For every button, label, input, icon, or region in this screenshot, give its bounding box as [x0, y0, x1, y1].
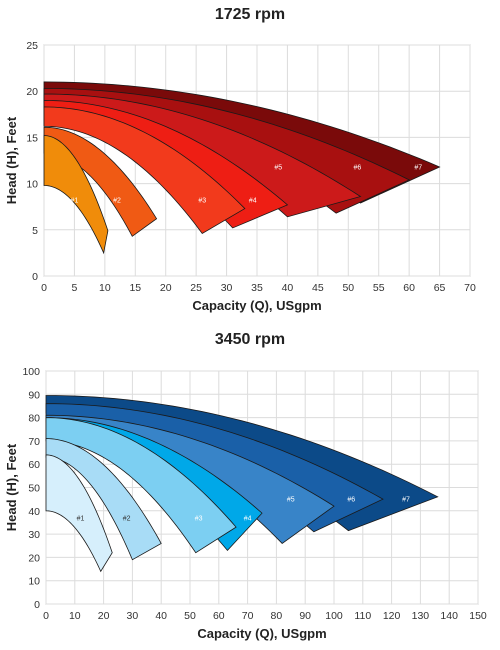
x-tick-label: 5: [72, 282, 78, 294]
y-tick-label: 15: [26, 132, 38, 144]
x-tick-label: 140: [440, 610, 458, 622]
impeller-region-3: [45, 417, 237, 554]
x-tick-label: 30: [127, 610, 139, 622]
y-tick-label: 30: [28, 529, 40, 541]
region-label: #2: [113, 198, 121, 205]
x-tick-label: 110: [354, 610, 371, 622]
region-label: #3: [198, 198, 206, 205]
x-tick-label: 100: [325, 610, 343, 622]
y-tick-label: 0: [34, 599, 40, 611]
chart-1725-rpm-svg: 0 5 10 15 20 25 30 35 40 45 50 55 60 65 70 0 5 10 15 20 25 #7…: [4, 40, 476, 313]
impeller-region-3: [43, 106, 246, 235]
x-tick-label: 30: [221, 282, 233, 294]
y-tick-label: 10: [28, 576, 40, 588]
region-label: #1: [71, 198, 79, 205]
y-tick-label: 25: [26, 40, 38, 52]
y-tick-label: 10: [26, 179, 38, 191]
y-tick-label: 40: [28, 506, 40, 518]
x-tick-label: 10: [99, 282, 111, 294]
x-tick-label: 130: [412, 610, 430, 622]
x-tick-label: 150: [469, 610, 487, 622]
x-tick-label: 50: [342, 282, 354, 294]
region-label: #6: [354, 164, 362, 171]
x-tick-label: 20: [98, 610, 110, 622]
y-tick-label: 90: [28, 389, 40, 401]
chart-title: 1725 rpm: [214, 6, 286, 23]
chart-3450-rpm-svg: 0 10 20 30 40 50 60 70 80 90 100 110 120 130 140 150 0 10…: [4, 366, 487, 641]
x-tick-label: 60: [213, 610, 225, 622]
y-tick-label: 50: [28, 483, 40, 495]
x-tick-label: 0: [43, 610, 49, 622]
x-tick-label: 65: [434, 282, 446, 294]
y-tick-label: 20: [26, 86, 38, 98]
region-label: #5: [287, 497, 295, 504]
x-tick-label: 120: [383, 610, 401, 622]
x-axis-title: Capacity (Q), USgpm: [192, 298, 321, 313]
x-tick-label: 80: [271, 610, 283, 622]
x-tick-label: 10: [69, 610, 81, 622]
y-tick-label: 70: [28, 436, 40, 448]
region-label: #5: [274, 164, 282, 171]
x-tick-label: 15: [129, 282, 141, 294]
impeller-region-2: [45, 438, 162, 561]
x-tick-label: 20: [160, 282, 172, 294]
region-label: #4: [249, 198, 257, 205]
x-axis-title: Capacity (Q), USgpm: [197, 626, 326, 641]
region-label: #2: [123, 515, 131, 522]
x-tick-label: 45: [312, 282, 324, 294]
x-tick-label: 40: [155, 610, 167, 622]
y-tick-label: 5: [32, 225, 38, 237]
y-tick-label: 100: [22, 366, 40, 378]
y-tick-label: 20: [28, 552, 40, 564]
chart-3450-rpm: 3450 rpm 0 10 20 30 40 50 60 70 80 90 100 110 120 130…: [0, 325, 500, 650]
x-tick-label: 70: [464, 282, 476, 294]
x-tick-label: 35: [251, 282, 263, 294]
impeller-region-1: [45, 454, 113, 573]
y-axis-title: Head (H), Feet: [4, 443, 19, 531]
region-label: #7: [414, 164, 422, 171]
chart-1725-rpm: 1725 rpm 0 5 10 15 20 25 30 35 40 45 50 55 60 65 70 0 5 1…: [4, 6, 476, 313]
y-tick-label: 60: [28, 459, 40, 471]
region-label: #3: [195, 515, 203, 522]
x-tick-label: 0: [41, 282, 47, 294]
region-label: #6: [347, 497, 355, 504]
x-tick-label: 90: [299, 610, 311, 622]
y-tick-label: 0: [32, 271, 38, 283]
x-tick-label: 40: [282, 282, 294, 294]
region-label: #4: [244, 515, 252, 522]
x-tick-label: 60: [403, 282, 415, 294]
x-tick-label: 70: [242, 610, 254, 622]
y-axis-title: Head (H), Feet: [4, 116, 19, 204]
chart-title: 3450 rpm: [214, 331, 286, 348]
x-tick-label: 55: [373, 282, 385, 294]
x-tick-label: 50: [184, 610, 196, 622]
x-tick-label: 25: [190, 282, 202, 294]
region-label: #7: [402, 497, 410, 504]
impeller-region-1: [43, 135, 109, 255]
region-label: #1: [77, 515, 85, 522]
y-tick-label: 80: [28, 413, 40, 425]
